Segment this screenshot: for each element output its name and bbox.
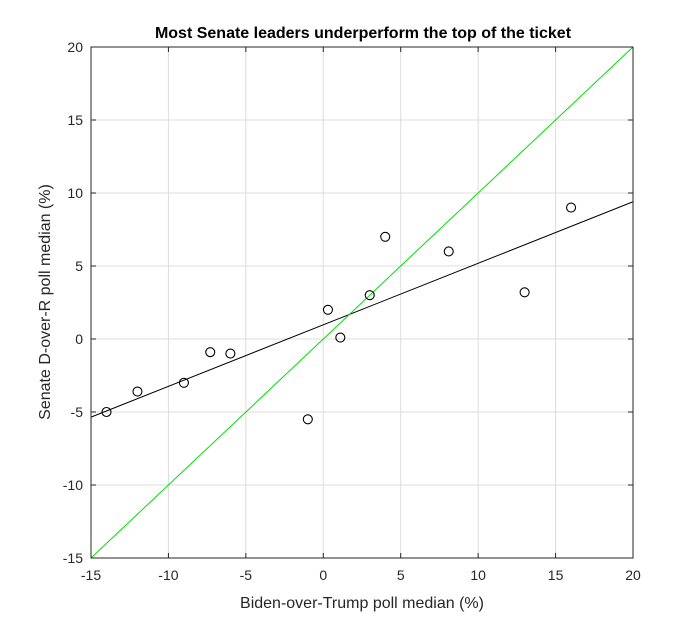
x-tick-label: 0 — [319, 567, 327, 583]
y-tick-label: 20 — [67, 39, 83, 55]
reference-lines — [90, 46, 634, 559]
y-tick-label: 0 — [75, 331, 83, 347]
data-point — [178, 377, 189, 388]
data-point — [335, 332, 346, 343]
ticks: -15 -10 -5 0 5 10 15 20 -15 -10 -5 0 5 10 15 20 — [63, 39, 641, 583]
data-points — [101, 202, 577, 425]
data-point — [205, 347, 216, 358]
axes-box — [90, 46, 634, 559]
x-tick-label: -15 — [81, 567, 101, 583]
x-tick-label: -5 — [240, 567, 253, 583]
y-tick-label: -5 — [71, 404, 84, 420]
data-point — [443, 246, 454, 257]
y-tick-label: 15 — [67, 112, 83, 128]
y-tick-label: 5 — [75, 258, 83, 274]
data-point — [380, 231, 391, 242]
fit-line — [90, 201, 634, 418]
x-tick-label: 10 — [470, 567, 486, 583]
y-tick-label: -15 — [63, 550, 83, 566]
data-point — [101, 406, 112, 418]
y-axis-label: Senate D-over-R poll median (%) — [37, 184, 54, 420]
x-tick-label: 20 — [625, 567, 641, 583]
data-point — [364, 290, 375, 301]
x-axis-label: Biden-over-Trump poll median (%) — [240, 595, 484, 612]
identity-line — [90, 46, 634, 559]
grid — [91, 47, 633, 558]
data-point — [519, 287, 530, 298]
x-tick-label: -10 — [158, 567, 178, 583]
y-tick-label: -10 — [63, 477, 83, 493]
data-point — [302, 414, 313, 425]
data-point — [225, 348, 236, 359]
data-point — [132, 386, 143, 397]
y-tick-label: 10 — [67, 185, 83, 201]
x-tick-label: 15 — [548, 567, 564, 583]
x-tick-label: 5 — [397, 567, 405, 583]
chart-title: Most Senate leaders underperform the top… — [155, 25, 572, 42]
plot-area: -15 -10 -5 0 5 10 15 20 -15 -10 -5 0 5 10 15 20 — [63, 39, 641, 583]
data-point — [322, 304, 333, 315]
data-point — [566, 202, 577, 213]
